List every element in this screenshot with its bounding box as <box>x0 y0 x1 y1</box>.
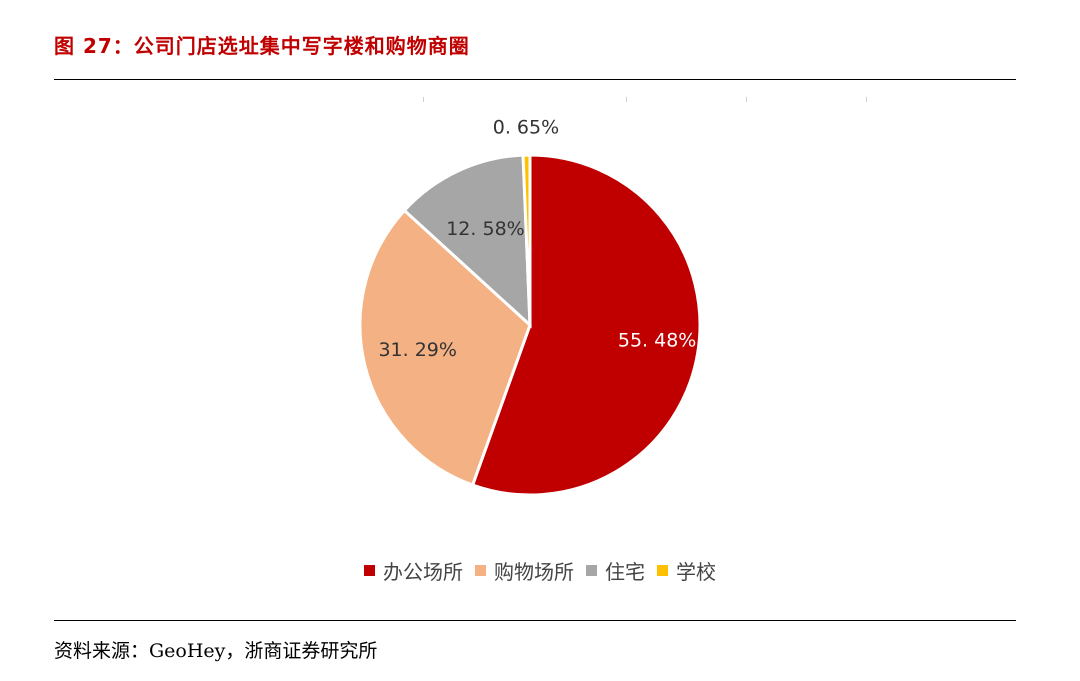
slice-label-4: 0. 65% <box>493 116 559 138</box>
legend-swatch <box>364 565 375 576</box>
tick-mark <box>626 97 627 102</box>
legend-swatch <box>586 565 597 576</box>
legend-swatch <box>475 565 486 576</box>
legend-item-3: 住宅 <box>586 556 645 585</box>
slice-label-1: 55. 48% <box>618 330 697 352</box>
tick-mark <box>746 97 747 102</box>
legend-item-1: 办公场所 <box>364 556 463 585</box>
slice-label-3: 12. 58% <box>446 218 525 240</box>
slice-label-2: 31. 29% <box>378 339 457 361</box>
legend-label: 购物场所 <box>494 560 574 584</box>
legend-item-2: 购物场所 <box>475 556 574 585</box>
figure-title: 图 27：公司门店选址集中写字楼和购物商圈 <box>54 34 470 58</box>
legend-label: 办公场所 <box>383 560 463 584</box>
tick-mark <box>866 97 867 102</box>
legend-item-4: 学校 <box>657 556 716 585</box>
bottom-rule <box>54 620 1016 621</box>
pie-slice-2 <box>358 208 532 487</box>
legend-swatch <box>657 565 668 576</box>
legend-label: 住宅 <box>605 560 645 584</box>
pie-slice-3 <box>402 153 532 329</box>
tick-mark <box>423 97 424 102</box>
legend-label: 学校 <box>676 560 716 584</box>
pie-slice-4 <box>521 153 532 326</box>
source-note: 资料来源：GeoHey，浙商证券研究所 <box>54 640 378 662</box>
chart-legend: 办公场所 购物场所 住宅 学校 <box>0 556 1080 585</box>
top-rule <box>54 79 1016 80</box>
pie-slice-1 <box>470 153 702 497</box>
